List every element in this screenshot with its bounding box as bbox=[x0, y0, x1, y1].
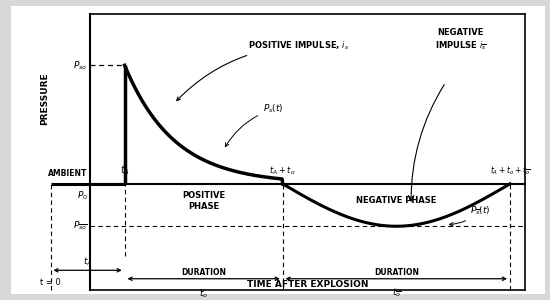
Text: t = 0: t = 0 bbox=[40, 278, 61, 287]
Text: $P_0$: $P_0$ bbox=[76, 190, 87, 202]
Text: $t_o$: $t_o$ bbox=[199, 287, 208, 300]
Text: POSITIVE
PHASE: POSITIVE PHASE bbox=[182, 191, 225, 211]
Text: AMBIENT: AMBIENT bbox=[48, 169, 87, 178]
Text: $P_s(t)$: $P_s(t)$ bbox=[226, 103, 284, 147]
Text: POSITIVE IMPULSE, $i_s$: POSITIVE IMPULSE, $i_s$ bbox=[177, 39, 349, 100]
Text: $t_A + t_o$: $t_A + t_o$ bbox=[270, 165, 296, 177]
Text: $t_A$: $t_A$ bbox=[83, 255, 92, 268]
Text: $t_{\overline{o}}$: $t_{\overline{o}}$ bbox=[392, 287, 401, 299]
Text: $P_{\overline{so}}$: $P_{\overline{so}}$ bbox=[73, 220, 87, 232]
Text: NEGATIVE
IMPULSE $i_{\overline{s}}$: NEGATIVE IMPULSE $i_{\overline{s}}$ bbox=[434, 28, 486, 52]
Text: PRESSURE: PRESSURE bbox=[40, 73, 49, 125]
Text: DURATION: DURATION bbox=[181, 268, 226, 277]
Text: NEGATIVE PHASE: NEGATIVE PHASE bbox=[356, 196, 437, 205]
Text: $t_A + t_o + t_{\overline{o}}$: $t_A + t_o + t_{\overline{o}}$ bbox=[490, 165, 530, 177]
Text: TIME AFTER EXPLOSION: TIME AFTER EXPLOSION bbox=[246, 280, 368, 289]
Text: $t_A$: $t_A$ bbox=[120, 163, 130, 177]
Text: DURATION: DURATION bbox=[374, 268, 419, 277]
Text: $P_{so}$: $P_{so}$ bbox=[73, 59, 87, 71]
Text: $P_{\overline{s}}(t)$: $P_{\overline{s}}(t)$ bbox=[449, 205, 491, 226]
